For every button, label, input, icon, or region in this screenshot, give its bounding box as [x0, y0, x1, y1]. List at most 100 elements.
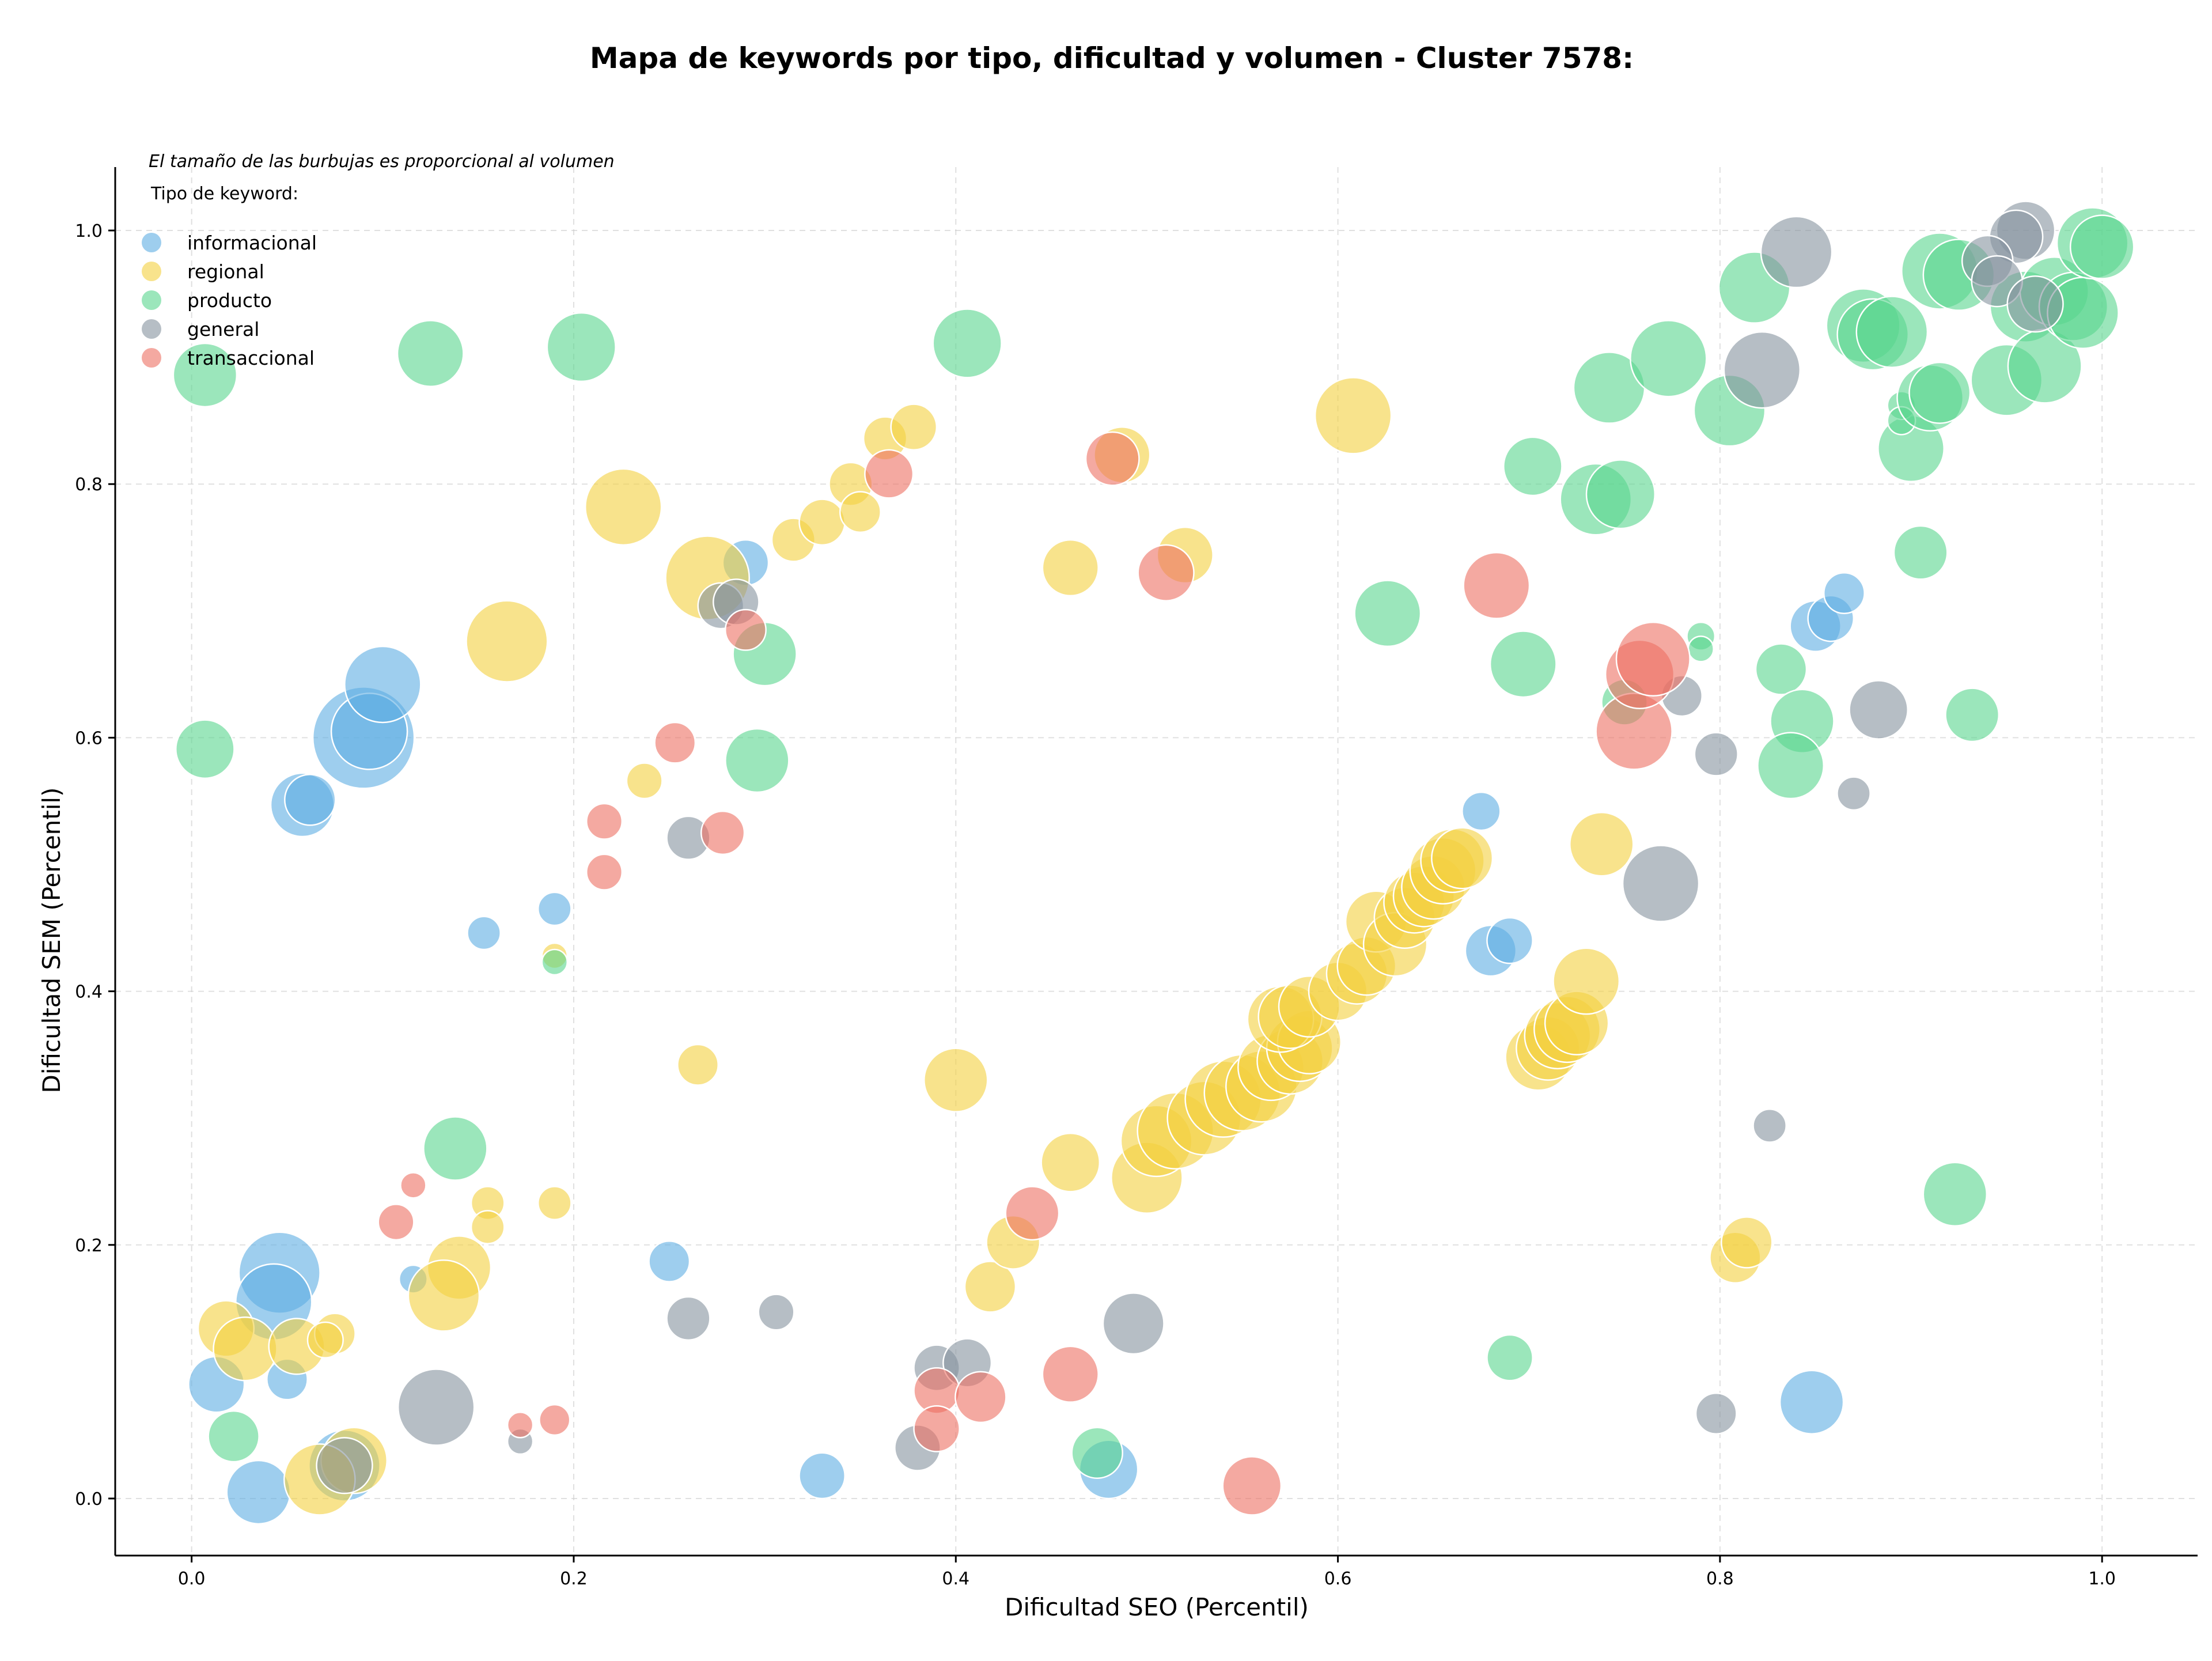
- x-tick-label: 0.6: [1324, 1569, 1352, 1589]
- legend-label-transaccional: transaccional: [187, 347, 315, 369]
- bubble-point-general: [1695, 1393, 1737, 1435]
- chart-title: Mapa de keywords por tipo, dificultad y …: [590, 41, 1634, 75]
- bubble-point-regional: [213, 1316, 278, 1382]
- bubble-point-general: [397, 1368, 475, 1446]
- legend-items: informacional regional producto general tran…: [142, 232, 317, 369]
- bubble-point-transaccional: [585, 853, 623, 891]
- bubble-point-informacional: [284, 774, 336, 826]
- legend-marker-general: [142, 319, 161, 339]
- bubble-point-transaccional: [539, 1403, 571, 1436]
- series-general: [316, 200, 2064, 1494]
- bubble-point-transaccional: [1005, 1186, 1060, 1241]
- series-producto: [172, 207, 2135, 1479]
- legend-marker-producto: [142, 290, 161, 310]
- bubble-point-general: [666, 1296, 711, 1341]
- bubble-point-transaccional: [864, 449, 914, 499]
- bubble-point-regional: [839, 491, 881, 534]
- x-tick-label: 0.8: [1706, 1569, 1734, 1589]
- bubble-point-regional: [626, 762, 663, 800]
- bubble-point-transaccional: [700, 810, 745, 856]
- bubble-point-producto: [207, 1410, 260, 1463]
- bubble-point-general: [1694, 732, 1738, 777]
- bubble-point-informacional: [1486, 917, 1533, 964]
- bubble-point-producto: [1071, 1427, 1123, 1479]
- x-tick-label: 0.2: [560, 1569, 588, 1589]
- x-tick-label: 0.4: [942, 1569, 969, 1589]
- x-axis-label: Dificultad SEO (Percentil): [1005, 1593, 1309, 1621]
- bubble-point-producto: [1757, 732, 1825, 800]
- bubble-point-transaccional: [400, 1172, 427, 1199]
- bubble-layer: [172, 200, 2135, 1525]
- legend-marker-informacional: [142, 233, 161, 252]
- bubble-point-transaccional: [654, 721, 696, 764]
- bubble-point-informacional: [467, 915, 501, 951]
- bubble-point-producto: [1489, 630, 1557, 698]
- bubble-point-general: [1760, 215, 1833, 289]
- bubble-point-producto: [1945, 687, 2000, 743]
- bubble-point-transaccional: [1222, 1456, 1282, 1516]
- y-axis-label: Dificultad SEM (Percentil): [37, 788, 66, 1094]
- bubble-point-general: [757, 1293, 795, 1331]
- bubble-point-transaccional: [1041, 1345, 1099, 1403]
- bubble-point-producto: [396, 320, 464, 387]
- bubble-point-producto: [1855, 296, 1929, 368]
- y-tick-label: 0.0: [75, 1489, 103, 1509]
- bubble-point-regional: [306, 1321, 344, 1359]
- bubble-point-general: [1723, 331, 1801, 409]
- y-tick-label: 1.0: [75, 221, 103, 241]
- bubble-point-informacional: [226, 1459, 291, 1525]
- bubble-point-regional: [1040, 1132, 1101, 1193]
- bubble-point-general: [1102, 1292, 1165, 1355]
- bubble-point-general: [1752, 1108, 1787, 1143]
- bubble-point-regional: [1431, 827, 1494, 890]
- bubble-point-general: [1836, 776, 1871, 811]
- bubble-point-regional: [890, 403, 938, 451]
- bubble-point-transaccional: [377, 1204, 415, 1241]
- bubble-point-producto: [175, 719, 235, 780]
- legend-title: Tipo de keyword:: [150, 184, 298, 204]
- bubble-point-producto: [546, 312, 616, 383]
- bubble-point-regional: [798, 498, 846, 546]
- bubble-point-producto: [1922, 1161, 1988, 1227]
- bubble-point-informacional: [648, 1240, 691, 1282]
- bubble-point-producto: [1486, 1334, 1533, 1382]
- bubble-point-informacional: [1823, 572, 1865, 614]
- bubble-point-producto: [423, 1116, 488, 1181]
- x-tick-label: 0.0: [178, 1569, 206, 1589]
- bubble-point-transaccional: [1137, 544, 1195, 601]
- legend-label-producto: producto: [187, 289, 272, 312]
- legend-label-informacional: informacional: [187, 232, 317, 254]
- bubble-point-transaccional: [1615, 621, 1691, 697]
- bubble-point-general: [1849, 680, 1908, 740]
- y-tick-label: 0.6: [75, 728, 103, 748]
- legend: Tipo de keyword: informacional regional pr…: [142, 184, 317, 369]
- bubble-point-producto: [1503, 436, 1563, 497]
- legend-label-regional: regional: [187, 260, 264, 283]
- bubble-point-regional: [964, 1261, 1017, 1313]
- bubble-point-informacional: [798, 1452, 846, 1500]
- bubble-point-transaccional: [585, 803, 623, 840]
- bubble-point-regional: [470, 1210, 505, 1244]
- bubble-point-general: [1622, 845, 1700, 922]
- bubble-point-regional: [1721, 1216, 1773, 1269]
- x-tick-labels: 0.0 0.2 0.4 0.6 0.8 1.0: [178, 1569, 2116, 1589]
- bubble-point-producto: [1893, 525, 1948, 580]
- bubble-point-regional: [584, 468, 662, 546]
- bubble-point-regional: [1314, 377, 1392, 455]
- y-tick-labels: 0.0 0.2 0.4 0.6 0.8 1.0: [75, 221, 103, 1509]
- series-transaccional: [377, 431, 1691, 1516]
- bubble-point-producto: [1630, 320, 1707, 398]
- y-tick-label: 0.4: [75, 982, 103, 1002]
- legend-marker-transaccional: [142, 348, 161, 368]
- bubble-point-producto: [541, 948, 569, 976]
- bubble-point-producto: [2069, 214, 2135, 279]
- bubble-size-note: El tamaño de las burbujas es proporciona…: [149, 152, 615, 172]
- bubble-point-general: [2006, 275, 2064, 333]
- bubble-point-producto: [1755, 643, 1808, 695]
- series-regional: [197, 377, 1773, 1516]
- bubble-point-producto: [1687, 635, 1714, 663]
- bubble-point-producto: [1354, 580, 1422, 648]
- axes-layer: [108, 167, 2198, 1562]
- bubble-point-regional: [923, 1047, 988, 1113]
